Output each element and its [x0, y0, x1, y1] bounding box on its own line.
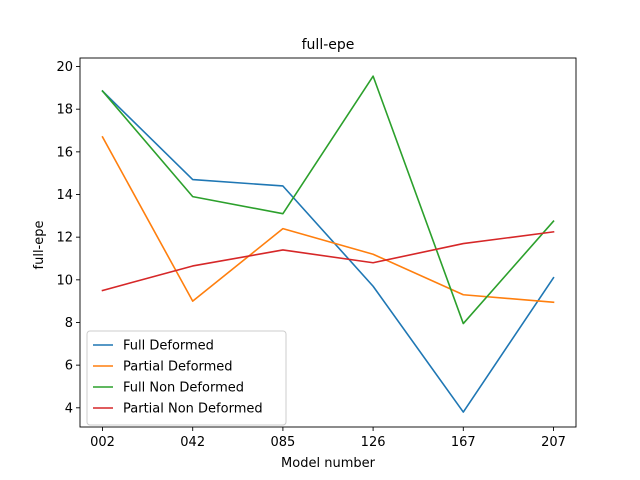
y-tick-label: 6	[65, 359, 73, 374]
legend-label-2: Full Non Deformed	[123, 381, 244, 396]
x-tick-label: 126	[361, 435, 386, 450]
y-tick-label: 18	[56, 103, 73, 118]
y-tick-label: 10	[56, 273, 73, 288]
series-line-1	[101, 135, 555, 304]
x-tick-label: 042	[180, 435, 205, 450]
x-axis-label: Model number	[281, 456, 376, 471]
series-line-3	[101, 230, 555, 292]
axes-frame	[79, 57, 577, 428]
legend-label-0: Full Deformed	[123, 339, 214, 354]
chart-title: full-epe	[302, 37, 355, 53]
x-tick-label: 085	[270, 435, 295, 450]
series-line-0	[101, 89, 555, 413]
x-tick-label: 167	[451, 435, 476, 450]
legend: Full Deformed Partial Deformed Full Non De…	[86, 330, 287, 426]
x-tick-label: 002	[90, 435, 115, 450]
y-tick-label: 12	[56, 231, 73, 246]
y-tick-label: 16	[56, 145, 73, 160]
plot-area: 002 042 085 126 167 207 4 6 8 10 12 14 16 18 20	[56, 57, 577, 450]
legend-label-3: Partial Non Deformed	[123, 402, 263, 417]
x-tick-label: 207	[541, 435, 566, 450]
legend-box	[86, 330, 287, 426]
y-tick-label: 14	[56, 188, 73, 203]
y-tick-label: 20	[56, 60, 73, 75]
legend-label-1: Partial Deformed	[123, 360, 233, 375]
y-tick-label: 4	[65, 401, 73, 416]
y-tick-label: 8	[65, 316, 73, 331]
y-axis-label: full-epe	[32, 221, 47, 270]
series-line-2	[101, 75, 555, 325]
